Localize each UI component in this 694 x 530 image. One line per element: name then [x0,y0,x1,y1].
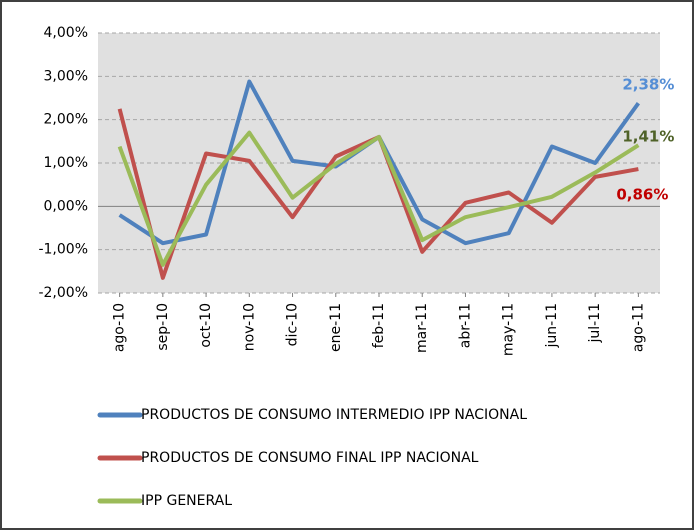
x-tick-label: may-11 [501,303,517,356]
legend-label: PRODUCTOS DE CONSUMO FINAL IPP NACIONAL [141,450,479,466]
y-tick-label: 4,00% [44,25,88,41]
value-label: 2,38% [622,76,674,94]
y-tick-label: -2,00% [38,285,88,301]
x-tick-label: ago-11 [630,303,646,352]
legend-label: PRODUCTOS DE CONSUMO INTERMEDIO IPP NACI… [141,407,527,423]
x-tick-label: dic-10 [285,303,301,346]
x-tick-label: nov-10 [241,303,257,351]
x-tick-label: sep-10 [155,303,171,351]
x-tick-label: jun-11 [544,303,560,349]
y-tick-label: 2,00% [44,112,88,128]
x-tick-label: feb-11 [371,303,387,348]
x-tick-label: oct-10 [198,303,214,348]
series-line [117,130,640,267]
x-tick-label: jul-11 [587,303,603,344]
x-tick-label: ago-10 [112,303,128,352]
value-label: 0,86% [616,186,668,204]
y-tick-label: -1,00% [38,242,88,258]
x-tick-label: ene-11 [328,303,344,352]
y-tick-label: 1,00% [44,155,88,171]
x-tick-label: abr-11 [457,303,473,348]
x-tick-label: mar-11 [414,303,430,353]
legend-label: IPP GENERAL [141,493,232,509]
value-label: 1,41% [622,128,674,146]
y-tick-label: 0,00% [44,198,88,214]
y-tick-label: 3,00% [44,68,88,84]
